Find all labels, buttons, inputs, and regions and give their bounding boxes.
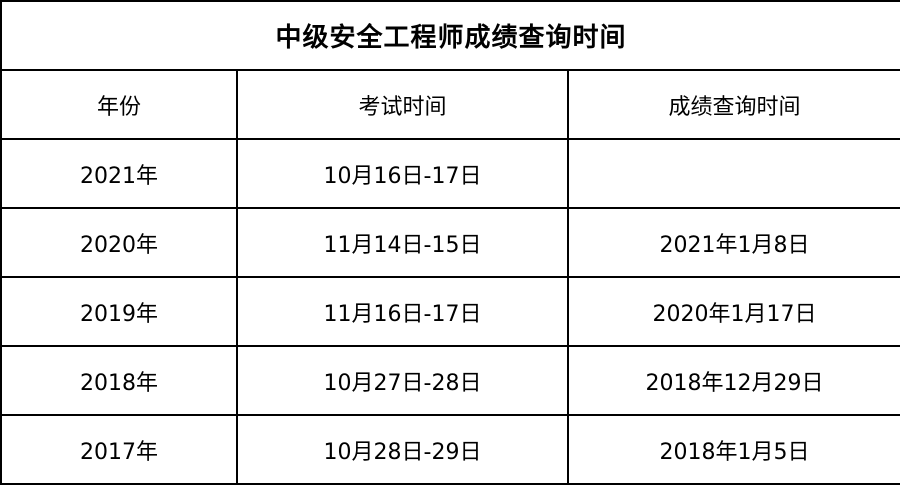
cell-year: 2017年: [0, 414, 238, 485]
cell-year: 2020年: [0, 207, 238, 278]
cell-exam-time: 10月16日-17日: [236, 138, 569, 209]
title-row: 中级安全工程师成绩查询时间: [0, 0, 900, 71]
cell-year: 2018年: [0, 345, 238, 416]
cell-year: 2021年: [0, 138, 238, 209]
table-row: 2018年 10月27日-28日 2018年12月29日: [0, 345, 900, 416]
table-title: 中级安全工程师成绩查询时间: [0, 0, 900, 71]
cell-exam-time: 10月27日-28日: [236, 345, 569, 416]
table-row: 2019年 11月16日-17日 2020年1月17日: [0, 276, 900, 347]
cell-year: 2019年: [0, 276, 238, 347]
cell-exam-time: 11月16日-17日: [236, 276, 569, 347]
cell-exam-time: 10月28日-29日: [236, 414, 569, 485]
cell-query-time: 2018年12月29日: [567, 345, 900, 416]
cell-exam-time: 11月14日-15日: [236, 207, 569, 278]
table-row: 2020年 11月14日-15日 2021年1月8日: [0, 207, 900, 278]
header-row: 年份 考试时间 成绩查询时间: [0, 69, 900, 140]
header-exam-time: 考试时间: [236, 69, 569, 140]
cell-query-time: 2020年1月17日: [567, 276, 900, 347]
table-row: 2017年 10月28日-29日 2018年1月5日: [0, 414, 900, 485]
cell-query-time: 2018年1月5日: [567, 414, 900, 485]
cell-query-time: [567, 138, 900, 209]
header-year: 年份: [0, 69, 238, 140]
header-query-time: 成绩查询时间: [567, 69, 900, 140]
table-row: 2021年 10月16日-17日: [0, 138, 900, 209]
cell-query-time: 2021年1月8日: [567, 207, 900, 278]
